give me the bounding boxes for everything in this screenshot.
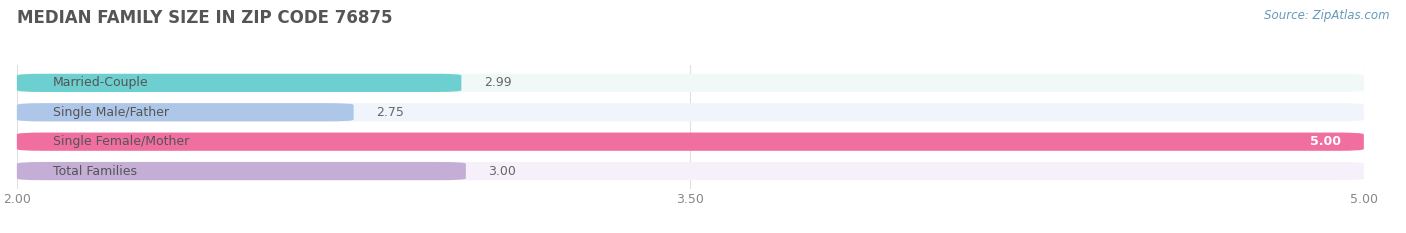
- Text: Total Families: Total Families: [53, 164, 136, 178]
- FancyBboxPatch shape: [17, 74, 1364, 92]
- Text: 5.00: 5.00: [1310, 135, 1341, 148]
- FancyBboxPatch shape: [17, 133, 1364, 151]
- Text: Single Male/Father: Single Male/Father: [53, 106, 169, 119]
- Text: MEDIAN FAMILY SIZE IN ZIP CODE 76875: MEDIAN FAMILY SIZE IN ZIP CODE 76875: [17, 9, 392, 27]
- Text: Source: ZipAtlas.com: Source: ZipAtlas.com: [1264, 9, 1389, 22]
- FancyBboxPatch shape: [17, 103, 1364, 121]
- Text: 3.00: 3.00: [488, 164, 516, 178]
- Text: Married-Couple: Married-Couple: [53, 76, 149, 89]
- Text: 2.99: 2.99: [484, 76, 512, 89]
- FancyBboxPatch shape: [17, 162, 1364, 180]
- FancyBboxPatch shape: [17, 133, 1364, 151]
- FancyBboxPatch shape: [17, 103, 353, 121]
- FancyBboxPatch shape: [17, 162, 465, 180]
- Text: 2.75: 2.75: [375, 106, 404, 119]
- Text: Single Female/Mother: Single Female/Mother: [53, 135, 188, 148]
- FancyBboxPatch shape: [17, 74, 461, 92]
